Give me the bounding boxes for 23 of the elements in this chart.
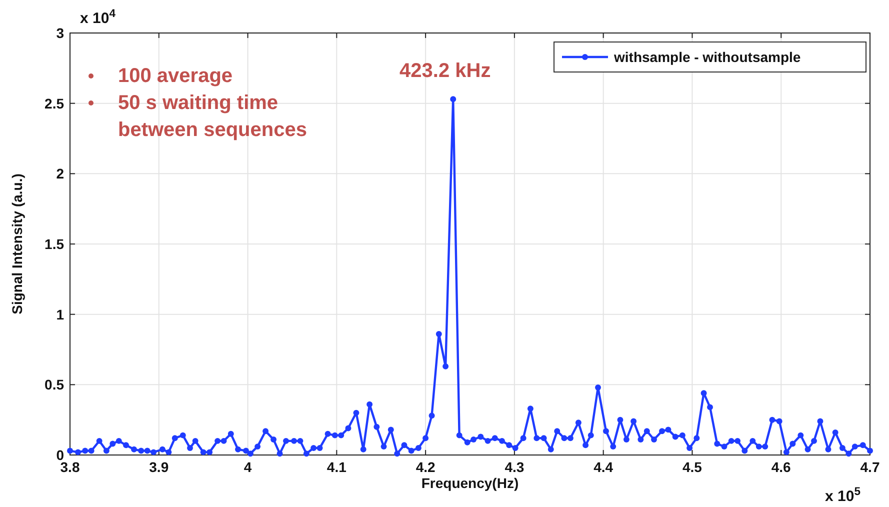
x-tick-label: 4.1 — [326, 459, 347, 475]
x-tick-label: 4.3 — [504, 459, 524, 475]
x-tick-label: 4.6 — [771, 459, 792, 475]
annotation: 100 average — [118, 65, 233, 87]
y-tick-label: 3 — [56, 25, 64, 41]
y-tick-label: 2 — [56, 166, 64, 182]
x-tick-label: 4.5 — [682, 459, 702, 475]
x-tick-label: 3.9 — [149, 459, 169, 475]
x-tick-label: 4.4 — [594, 459, 614, 475]
x-tick-label: 4 — [244, 459, 252, 475]
y-tick-label: 2.5 — [44, 95, 64, 112]
y-axis-title: Signal Intensity (a.u.) — [9, 174, 25, 314]
text: x 10$^{5}$ — [825, 486, 860, 505]
x-axis-title: Frequency(Hz) — [421, 475, 519, 491]
annotation: 50 s waiting time between sequences — [118, 92, 307, 141]
y-tick-label: 1 — [56, 306, 64, 322]
x-tick-label: 4.7 — [860, 459, 880, 475]
text: x 10$^{4}$ — [80, 8, 116, 27]
annotation: 423.2 kHz — [400, 60, 491, 82]
y-tick-label: 0.5 — [44, 376, 64, 393]
y-tick-label: 1.5 — [44, 236, 64, 252]
x-tick-label: 4.2 — [416, 459, 436, 475]
legend-label: withsample - withoutsample — [613, 49, 801, 65]
